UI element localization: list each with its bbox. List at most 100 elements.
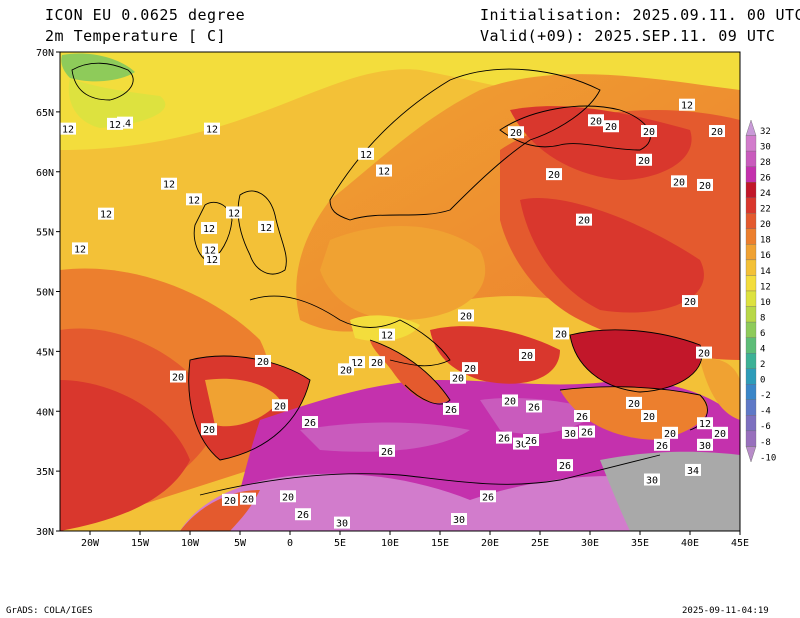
colorbar-swatch [745, 135, 757, 152]
colorbar-label: 26 [760, 174, 771, 184]
contour-label-box [662, 426, 678, 439]
contour-label: 12 [228, 208, 240, 219]
lon-label: 40E [681, 538, 699, 549]
contour-label: 20 [664, 429, 676, 440]
contour-label: 30 [564, 429, 576, 440]
contour-label: 20 [699, 181, 711, 192]
contour-label-box [379, 444, 395, 457]
colorbar-swatch [745, 337, 757, 354]
colorbar-label: -4 [760, 407, 771, 417]
contour-label-box [641, 410, 657, 423]
contour-label-box [588, 114, 604, 127]
contour-label: 20 [464, 364, 476, 375]
model-title: ICON EU 0.0625 degree [45, 6, 246, 24]
colorbar-swatch [745, 244, 757, 261]
contour-label-box [523, 433, 539, 446]
lon-label: 15W [131, 538, 150, 549]
contour-label-box [255, 354, 271, 367]
colorbar-swatch [745, 306, 757, 323]
colorbar-swatch [745, 228, 757, 245]
colorbar-swatch [745, 384, 757, 400]
colorbar-swatch [745, 321, 757, 338]
contour-label: 20 [257, 357, 269, 368]
contour-label: 20 [460, 311, 472, 322]
lon-label: 45E [731, 538, 749, 549]
contour-label-box [204, 253, 220, 266]
contour-label: 20 [548, 170, 560, 181]
contour-label-box [450, 371, 466, 384]
contour-label-box [671, 175, 687, 188]
contour-label-box [685, 463, 701, 476]
colorbar-label: 28 [760, 158, 771, 168]
contour-label: 20 [340, 365, 352, 376]
colorbar-swatch [745, 353, 757, 369]
colorbar-label: 8 [760, 313, 765, 323]
contour-label-box [682, 295, 698, 308]
contour-label-box [579, 425, 595, 438]
lon-label: 5W [234, 538, 247, 549]
contour-label: 12 [206, 125, 218, 136]
valid-time: Valid(+09): 2025.SEP.11. 09 UTC [480, 27, 776, 45]
contour-label-box [204, 122, 220, 135]
contour-label-box [697, 417, 713, 430]
lat-label: 40N [36, 407, 54, 418]
contour-label: 20 [452, 374, 464, 385]
contour-label-box [502, 394, 518, 407]
lon-label: 30E [581, 538, 599, 549]
colorbar-label: 2 [760, 360, 765, 370]
contour-label: 20 [274, 401, 286, 412]
contour-label: 12 [100, 210, 112, 221]
contour-label: 30 [515, 440, 527, 451]
contour-label: 12 [360, 150, 372, 161]
colorbar-label: 32 [760, 127, 771, 137]
colorbar-label: 12 [760, 282, 771, 292]
contour-label-box [186, 193, 202, 206]
contour-label-box [480, 490, 496, 503]
contour-label: 30 [699, 441, 711, 452]
colorbar-swatch [745, 290, 757, 307]
lon-label: 10W [181, 538, 200, 549]
colorbar-label: 0 [760, 376, 765, 386]
contour-label-box [358, 147, 374, 160]
contour-label: 12 [163, 180, 175, 191]
longitude-axis: 20W 15W 10W 5W 0 5E 10E 15E 20E 25E 30E 35E 40E 45E [81, 531, 749, 549]
contour-label-box [201, 222, 217, 235]
contour-label: 20 [590, 116, 602, 127]
colorbar-swatch [745, 399, 757, 416]
colorbar-label: -10 [760, 453, 776, 463]
contour-label-box [603, 120, 619, 133]
contour-label: 20 [684, 297, 696, 308]
contour-label-box [107, 117, 123, 130]
contour-label: 20 [555, 329, 567, 340]
contour-label-box [376, 164, 392, 177]
init-time: Initialisation: 2025.09.11. 00 UTC [480, 6, 800, 24]
colorbar-swatch [745, 368, 757, 385]
colorbar-swatch [745, 213, 757, 229]
contour-label-box [272, 399, 288, 412]
contour-label-box [519, 348, 535, 361]
contour-label-box [709, 125, 725, 138]
contour-label-box [161, 177, 177, 190]
coastlines [71, 62, 708, 496]
contour-label: 26 [482, 492, 494, 503]
colorbar-label: 18 [760, 236, 771, 246]
contour-label: 12 [260, 223, 272, 234]
contour-label-box [496, 431, 512, 444]
lat-label: 60N [36, 168, 54, 179]
contour-label: 12 [681, 101, 693, 112]
contour-label: 26 [581, 428, 593, 439]
lon-label: 5E [334, 538, 346, 549]
contour-label-box [644, 473, 660, 486]
colorbar-swatch [745, 446, 757, 463]
latitude-axis: 70N 65N 60N 55N 50N 45N 40N 35N 30N [36, 48, 60, 538]
contour-label: 12 [378, 167, 390, 178]
contour-label-box [557, 459, 573, 472]
contour-label: 30 [646, 476, 658, 487]
contour-label: 20 [242, 495, 254, 506]
contour-label-box [226, 206, 242, 219]
contour-label: 20 [578, 216, 590, 227]
contour-label-box [222, 493, 238, 506]
footer-timestamp: 2025-09-11-04:19 [682, 606, 769, 616]
contour-label: 26 [297, 510, 309, 521]
colorbar-label: 4 [760, 345, 765, 355]
